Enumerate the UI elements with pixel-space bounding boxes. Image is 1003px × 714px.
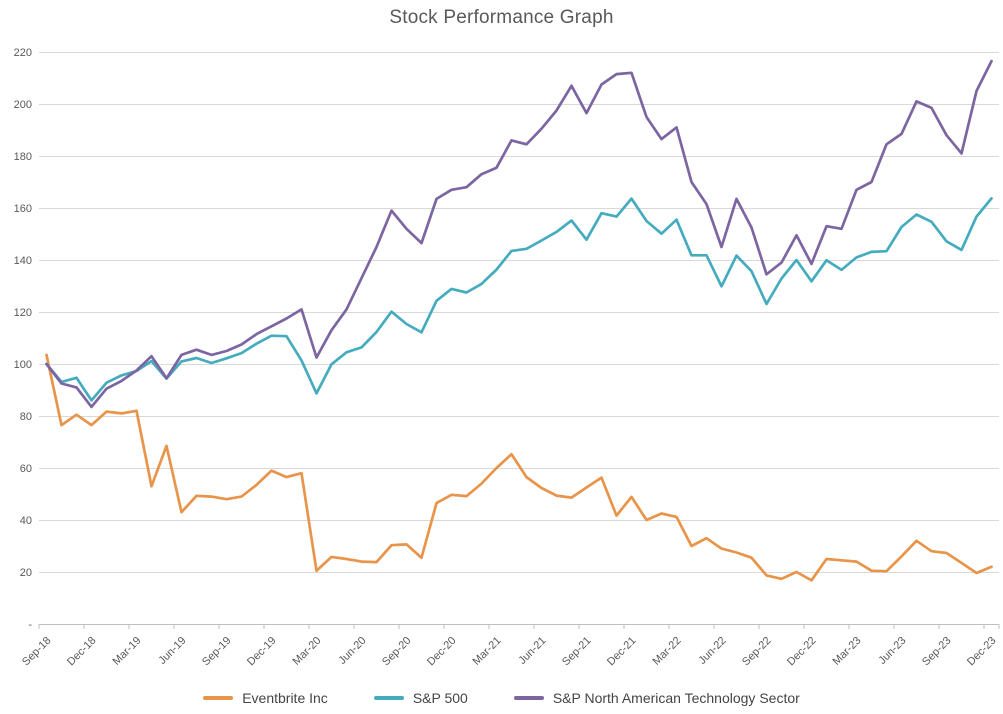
x-axis-label: Mar-22 bbox=[650, 635, 683, 668]
x-axis-label: Jun-21 bbox=[516, 635, 548, 667]
y-axis-label: 60 bbox=[20, 463, 32, 475]
series-line-s-p-500[interactable] bbox=[45, 197, 993, 402]
x-axis-label: Sep-19 bbox=[200, 635, 234, 669]
y-axis-label: 120 bbox=[14, 307, 32, 319]
series-line-eventbrite-inc[interactable] bbox=[45, 353, 993, 582]
y-axis-label: 180 bbox=[14, 151, 32, 163]
legend-label: S&P 500 bbox=[412, 690, 468, 706]
x-axis-label: Jun-23 bbox=[876, 635, 908, 667]
x-axis-label: Mar-21 bbox=[470, 635, 503, 668]
y-axis-label: 140 bbox=[14, 255, 32, 267]
x-axis-label: Jun-22 bbox=[696, 635, 728, 667]
x-axis-label: Mar-19 bbox=[110, 635, 143, 668]
legend: Eventbrite Inc S&P 500 S&P North America… bbox=[0, 690, 1003, 706]
legend-item-tech-sector[interactable]: S&P North American Technology Sector bbox=[513, 690, 800, 706]
y-axis-label: 100 bbox=[14, 359, 32, 371]
y-axis-label: 200 bbox=[14, 99, 32, 111]
y-axis-label: 40 bbox=[20, 515, 32, 527]
y-axis-label: - bbox=[28, 619, 32, 631]
legend-line-swatch-orange bbox=[203, 696, 234, 700]
x-axis-label: Mar-23 bbox=[830, 635, 863, 668]
legend-line-swatch-teal bbox=[373, 696, 404, 700]
series-line-s-p-north-american-technology-sector[interactable] bbox=[45, 59, 993, 409]
x-axis-label: Dec-19 bbox=[245, 635, 279, 669]
x-axis-label: Sep-18 bbox=[20, 635, 54, 669]
x-axis-label: Jun-19 bbox=[156, 635, 188, 667]
x-axis-label: Dec-23 bbox=[965, 635, 999, 669]
x-axis-label: Sep-20 bbox=[380, 635, 414, 669]
legend-item-eventbrite[interactable]: Eventbrite Inc bbox=[203, 690, 328, 706]
legend-line-swatch-purple bbox=[513, 696, 544, 700]
y-axis-label: 80 bbox=[20, 411, 32, 423]
x-axis-label: Dec-20 bbox=[425, 635, 459, 669]
x-axis-label: Sep-21 bbox=[560, 635, 594, 669]
legend-item-sp500[interactable]: S&P 500 bbox=[373, 690, 468, 706]
x-axis-label: Dec-21 bbox=[605, 635, 639, 669]
y-axis-label: 160 bbox=[14, 203, 32, 215]
x-axis-label: Sep-23 bbox=[920, 635, 954, 669]
x-axis-label: Jun-20 bbox=[336, 635, 368, 667]
x-axis-label: Mar-20 bbox=[290, 635, 323, 668]
chart-title: Stock Performance Graph bbox=[389, 7, 614, 28]
x-axis-label: Dec-18 bbox=[65, 635, 99, 669]
legend-label: Eventbrite Inc bbox=[242, 690, 328, 706]
y-axis-label: 220 bbox=[14, 47, 32, 59]
y-axis-label: 20 bbox=[20, 567, 32, 579]
legend-label: S&P North American Technology Sector bbox=[552, 690, 800, 706]
x-axis-label: Sep-22 bbox=[740, 635, 774, 669]
x-axis-label: Dec-22 bbox=[785, 635, 819, 669]
